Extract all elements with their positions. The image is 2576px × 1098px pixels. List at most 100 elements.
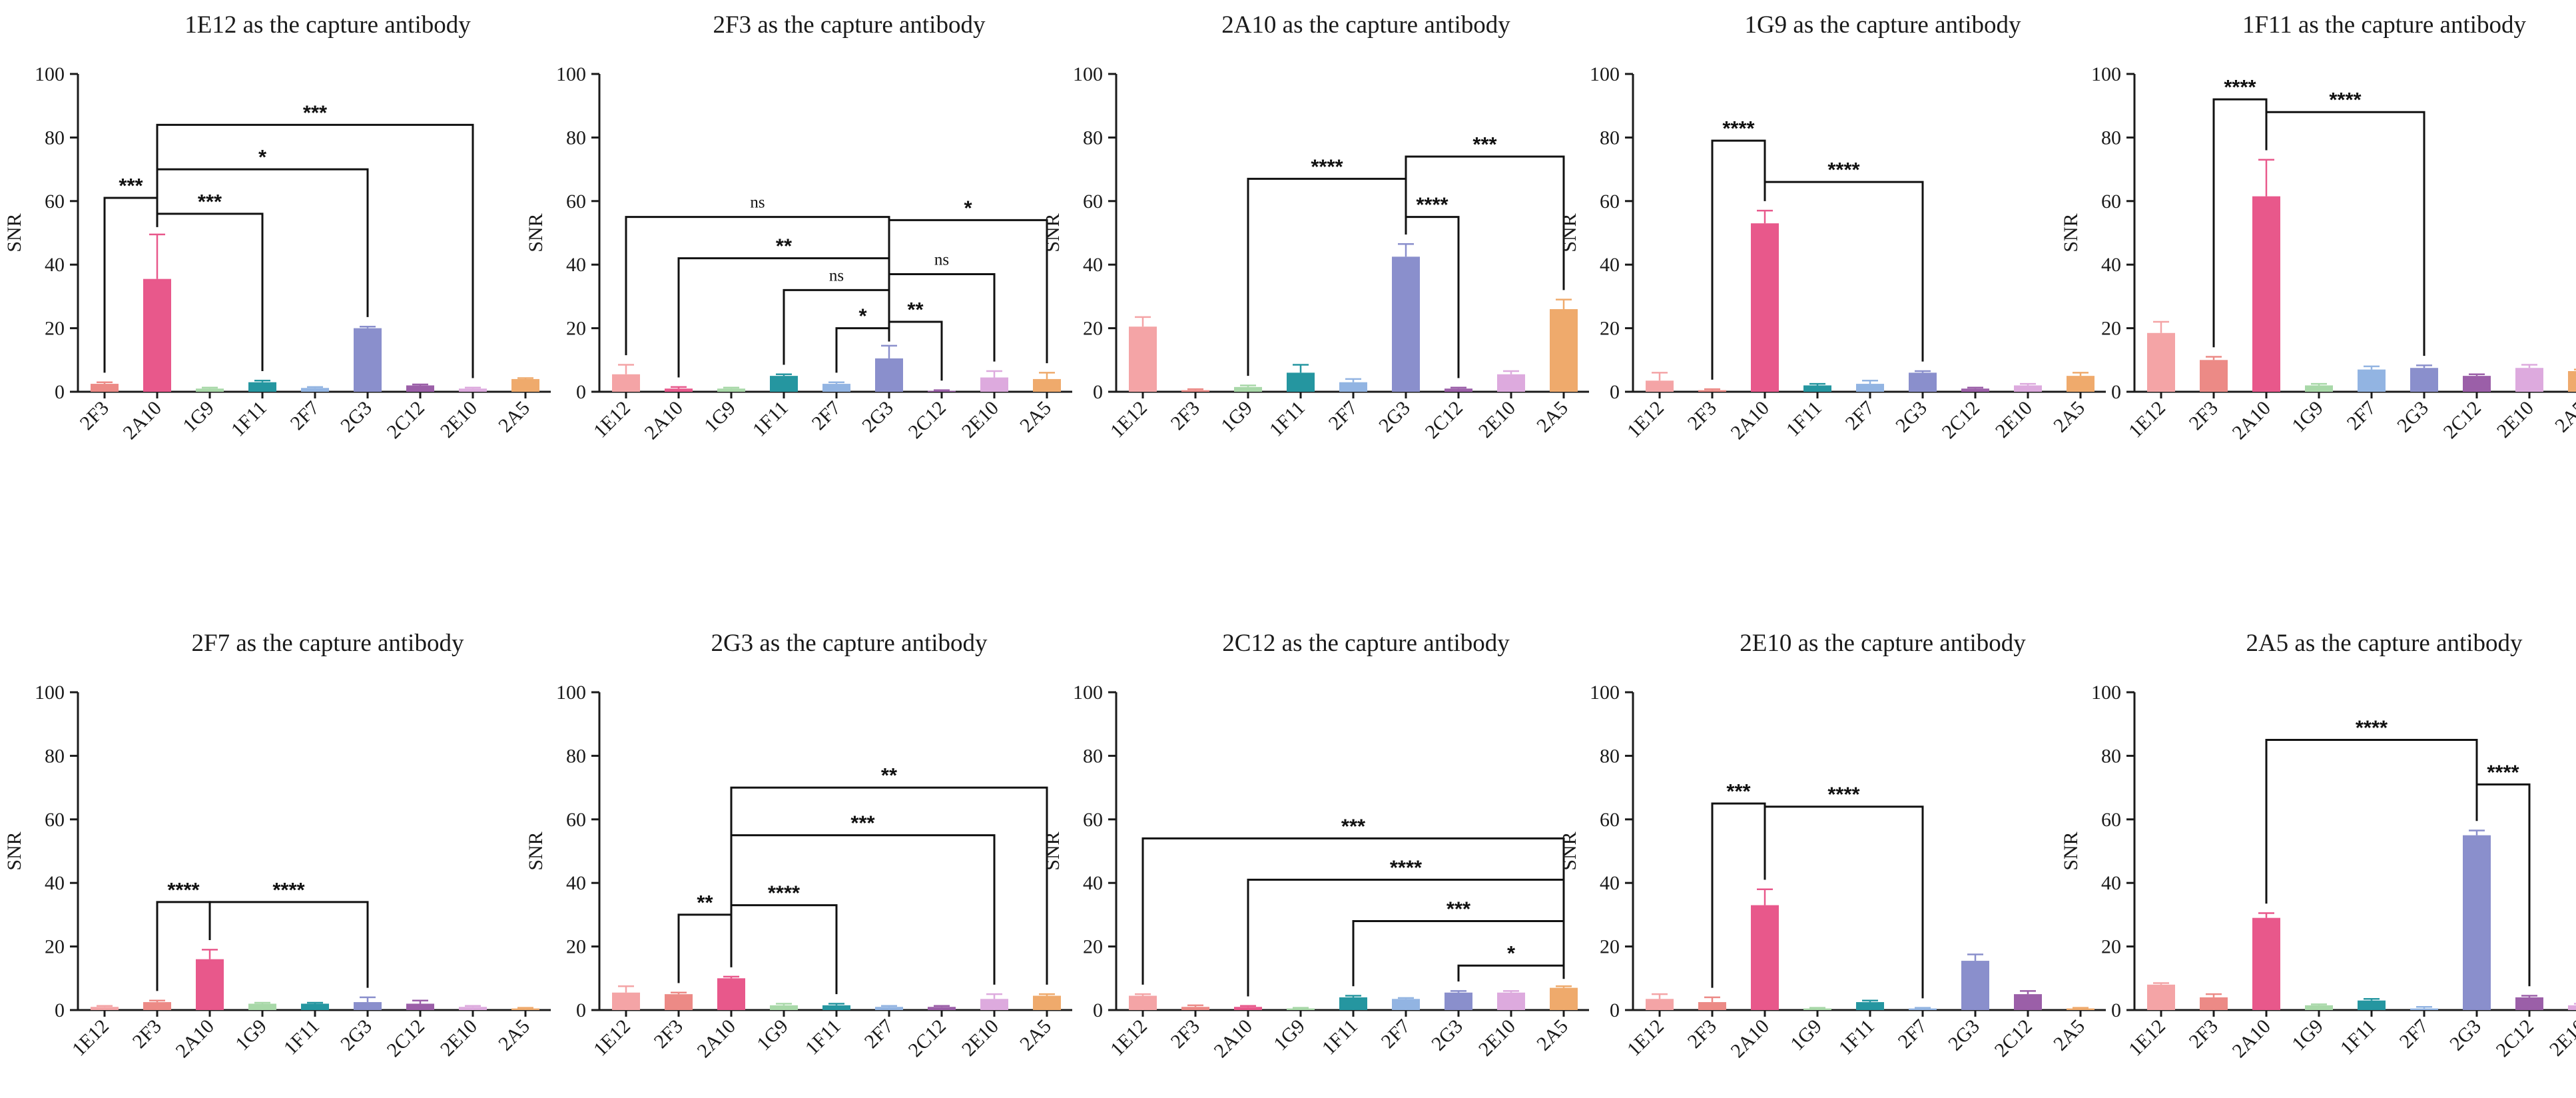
bar-2g3 (354, 1002, 382, 1010)
y-axis-label: SNR (1558, 213, 1580, 252)
bar-2a10 (1751, 223, 1779, 392)
bar-1e12 (91, 1007, 119, 1010)
bar-2a5 (1550, 987, 1578, 1010)
x-tick-label: 2E10 (2545, 1015, 2576, 1061)
chart-panel: 2G3 as the capture antibody SNR 0 20 40 60 80 1… (525, 630, 1072, 1062)
chart-panel: 2E10 as the capture antibody SNR 0 20 40 60 80… (1558, 630, 2106, 1062)
x-tick-label: 1F11 (1835, 1015, 1879, 1059)
bar-2f3 (1181, 1007, 1209, 1010)
significance-label: **** (272, 878, 305, 901)
chart-title: 1E12 as the capture antibody (184, 11, 471, 39)
x-tick-label: 2A5 (1016, 1015, 1056, 1055)
chart-title: 2E10 as the capture antibody (1740, 630, 2026, 657)
bar-2f7 (2358, 369, 2386, 392)
bar-1g9 (2305, 385, 2333, 392)
significance-bracket (156, 213, 264, 371)
x-tick-label: 2F7 (1325, 397, 1362, 434)
x-tick-label: 2A5 (494, 397, 534, 437)
y-tick-label: 20 (45, 318, 65, 340)
significance-label: ns (750, 194, 765, 212)
bar-2g3 (875, 358, 903, 392)
x-tick-label: 2F7 (860, 1015, 898, 1053)
y-tick-label: 20 (1600, 936, 1620, 958)
chart-panel: 2A5 as the capture antibody SNR 0 20 40 60 80 1… (2060, 630, 2576, 1062)
significance-bracket (730, 834, 996, 985)
bar-2f7 (1392, 999, 1420, 1010)
bar-2c12 (2515, 997, 2543, 1010)
y-axis-label: SNR (525, 831, 547, 870)
bar-1g9 (196, 388, 224, 392)
y-tick-label: 100 (1073, 682, 1103, 704)
significance-label: ** (907, 298, 924, 321)
bar-2f3 (91, 384, 119, 392)
bar-1g9 (248, 1003, 276, 1010)
y-tick-label: 40 (566, 254, 586, 276)
significance-label: **** (1416, 193, 1449, 217)
x-tick-label: 1G9 (178, 397, 218, 437)
bar-2e10 (2515, 368, 2543, 392)
x-tick-label: 1F11 (749, 397, 793, 441)
x-tick-label: 1F11 (2336, 1015, 2380, 1059)
bar-2f3 (143, 1002, 171, 1010)
y-tick-label: 100 (556, 682, 586, 704)
chart-panel: 1E12 as the capture antibody SNR 0 20 40 60 80… (3, 11, 551, 444)
significance-bracket (1352, 919, 1565, 987)
bar-2a10 (143, 278, 171, 392)
bar-2c12 (928, 1007, 956, 1010)
y-tick-label: 0 (2111, 381, 2121, 403)
y-axis-label: SNR (3, 213, 25, 252)
significance-bracket (625, 216, 890, 356)
bar-2c12 (1445, 388, 1472, 392)
x-tick-label: 2E10 (436, 397, 482, 442)
y-tick-label: 80 (1083, 127, 1103, 149)
y-axis-label: SNR (525, 213, 547, 252)
x-tick-label: 1G9 (1269, 1015, 1309, 1055)
x-tick-label: 2A10 (640, 397, 687, 444)
significance-label: **** (167, 878, 200, 901)
x-tick-label: 2C12 (904, 397, 950, 443)
chart-title: 2A5 as the capture antibody (2246, 630, 2523, 657)
x-tick-label: 2E10 (1991, 397, 2037, 442)
x-tick-label: 2F3 (2185, 397, 2222, 434)
x-tick-label: 1E12 (1623, 1015, 1668, 1061)
x-tick-label: 1F11 (227, 397, 271, 441)
bar-2e10 (459, 388, 487, 392)
y-tick-label: 40 (2101, 872, 2121, 894)
y-tick-label: 100 (2091, 682, 2121, 704)
x-tick-label: 2F7 (2343, 397, 2380, 434)
significance-label: * (858, 304, 867, 328)
significance-label: **** (1722, 117, 1755, 140)
bar-2f7 (301, 388, 329, 392)
x-tick-label: 2A10 (2228, 397, 2274, 444)
x-tick-label: 2C12 (1938, 397, 1984, 443)
x-tick-label: 2E10 (958, 397, 1003, 442)
x-tick-label: 2F3 (1167, 397, 1204, 434)
significance-bracket (1764, 806, 1924, 999)
x-tick-label: 1F11 (1318, 1015, 1362, 1059)
y-tick-label: 100 (2091, 63, 2121, 85)
significance-label: *** (1472, 133, 1497, 156)
x-tick-label: 2A10 (1726, 1015, 1773, 1062)
bar-2f7 (1909, 1008, 1937, 1010)
significance-label: *** (850, 812, 875, 835)
bar-2a10 (665, 388, 693, 392)
bar-1f11 (1803, 385, 1831, 392)
bar-2a5 (2568, 370, 2576, 392)
significance-bracket (730, 786, 1048, 985)
y-tick-label: 40 (1600, 872, 1620, 894)
significance-label: **** (1390, 855, 1423, 879)
bar-2a10 (1751, 905, 1779, 1010)
bar-1g9 (717, 388, 745, 392)
chart-title: 1G9 as the capture antibody (1744, 11, 2021, 39)
y-tick-label: 0 (2111, 999, 2121, 1021)
bar-1e12 (1129, 995, 1157, 1010)
x-tick-label: 1E12 (589, 1015, 635, 1061)
x-tick-label: 2F7 (1841, 397, 1879, 434)
bar-2a5 (511, 378, 539, 392)
significance-label: * (964, 196, 972, 219)
x-tick-label: 2A10 (1726, 397, 1773, 444)
bar-1e12 (612, 374, 640, 392)
significance-label: **** (1827, 783, 1860, 806)
significance-label: * (258, 145, 267, 169)
significance-label: **** (2487, 760, 2519, 784)
